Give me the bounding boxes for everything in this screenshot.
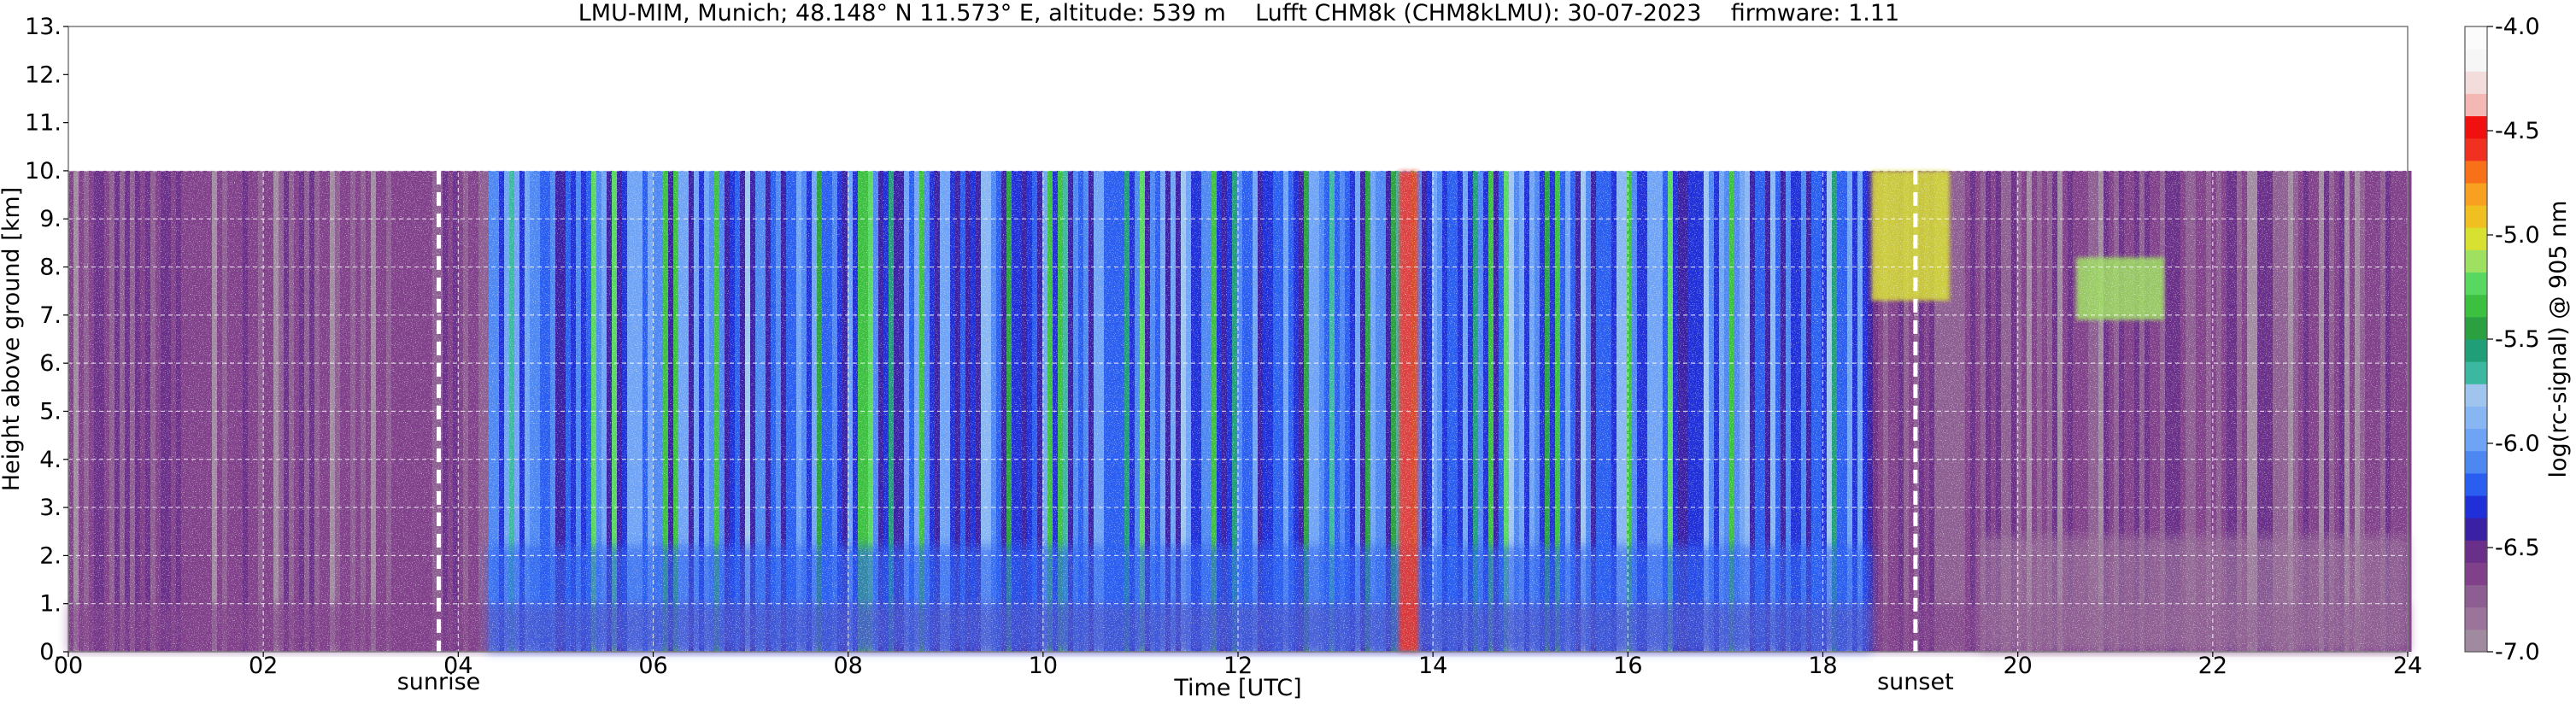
sun-markers	[437, 170, 1918, 652]
y-tick-label: 9.	[39, 206, 62, 232]
colorbar-tick-label: -5.0	[2495, 222, 2540, 249]
x-tick-label: 04	[443, 653, 472, 679]
y-tick-label: 5.	[39, 398, 62, 425]
y-tick-label: 6.	[39, 350, 62, 377]
y-tick-label: 7.	[39, 302, 62, 329]
x-tick-label: 22	[2198, 653, 2227, 679]
colorbar: -4.0 -4.5 -5.0 -5.5 -6.0 -6.5 -7.0 log(rc-sign…	[2464, 14, 2572, 665]
colorbar-swatch	[2465, 428, 2487, 452]
colorbar-ticks: -4.0 -4.5 -5.0 -5.5 -6.0 -6.5 -7.0	[2487, 14, 2540, 665]
colorbar-swatch	[2465, 606, 2487, 630]
colorbar-swatch	[2465, 562, 2487, 586]
sun-marker-label: sunrise	[397, 669, 481, 695]
colorbar-swatch	[2465, 316, 2487, 340]
noise-speckle	[68, 168, 2408, 652]
colorbar-tick-label: -7.0	[2495, 639, 2540, 665]
colorbar-tick-label: -5.5	[2495, 326, 2540, 353]
colorbar-swatch	[2465, 272, 2487, 296]
colorbar-tick-label: -6.0	[2495, 431, 2540, 457]
x-tick-label: 16	[1613, 653, 1642, 679]
colorbar-swatch	[2465, 450, 2487, 474]
chart-title: LMU-MIM, Munich; 48.148° N 11.573° E, al…	[578, 0, 1899, 26]
colorbar-swatch	[2465, 160, 2487, 184]
colorbar-swatch	[2465, 339, 2487, 362]
y-axis-ticks: 0. 1. 2. 3. 4. 5. 6. 7. 8. 9. 10. 11. 12. 13.	[25, 14, 68, 665]
sun-marker-label: sunset	[1877, 669, 1954, 695]
colorbar-swatch	[2465, 384, 2487, 407]
colorbar-swatch	[2465, 518, 2487, 541]
signal-column	[2406, 170, 2412, 652]
x-axis-label: Time [UTC]	[1173, 675, 1301, 701]
y-tick-label: 0.	[39, 639, 62, 665]
colorbar-swatch	[2465, 406, 2487, 430]
colorbar-swatch	[2465, 26, 2487, 50]
colorbar-swatch	[2465, 93, 2487, 117]
x-tick-label: 14	[1418, 653, 1447, 679]
colorbar-swatch	[2465, 540, 2487, 563]
colorbar-swatch	[2465, 227, 2487, 250]
y-tick-label: 4.	[39, 447, 62, 473]
colorbar-label: log(rc-signal) @ 905 nm	[2545, 201, 2572, 478]
x-tick-label: 08	[833, 653, 862, 679]
x-tick-label: 10	[1029, 653, 1058, 679]
colorbar-swatches	[2465, 26, 2487, 653]
colorbar-swatch	[2465, 183, 2487, 206]
x-tick-label: 00	[54, 653, 83, 679]
y-tick-label: 3.	[39, 495, 62, 521]
colorbar-swatch	[2465, 115, 2487, 139]
colorbar-swatch	[2465, 472, 2487, 496]
x-tick-label: 18	[1808, 653, 1837, 679]
x-tick-label: 02	[249, 653, 278, 679]
x-tick-label: 12	[1223, 653, 1253, 679]
colorbar-tick-label: -6.5	[2495, 535, 2540, 561]
x-tick-label: 20	[2003, 653, 2032, 679]
colorbar-swatch	[2465, 249, 2487, 273]
colorbar-swatch	[2465, 361, 2487, 384]
colorbar-tick-label: -4.0	[2495, 14, 2540, 40]
colorbar-swatch	[2465, 294, 2487, 318]
y-tick-label: 13.	[25, 14, 62, 40]
colorbar-swatch	[2465, 495, 2487, 519]
y-tick-label: 10.	[25, 158, 62, 185]
colorbar-swatch	[2465, 584, 2487, 608]
colorbar-swatch	[2465, 138, 2487, 161]
x-tick-label: 24	[2393, 653, 2422, 679]
x-axis-ticks: sunrise sunset 00 02 04 06 08 10 12 14 16 18 20 22 24	[54, 652, 2422, 695]
x-tick-label: 06	[638, 653, 667, 679]
y-tick-label: 2.	[39, 542, 62, 569]
y-tick-label: 12.	[25, 62, 62, 88]
colorbar-swatch	[2465, 49, 2487, 72]
y-tick-label: 1.	[39, 591, 62, 618]
colorbar-swatch	[2465, 71, 2487, 94]
y-axis-label: Height above ground [km]	[0, 187, 25, 491]
colorbar-tick-label: -4.5	[2495, 118, 2540, 144]
colorbar-swatch	[2465, 629, 2487, 653]
plot-area	[67, 26, 2412, 653]
colorbar-swatch	[2465, 205, 2487, 228]
y-tick-label: 8.	[39, 255, 62, 281]
y-tick-label: 11.	[25, 110, 62, 137]
